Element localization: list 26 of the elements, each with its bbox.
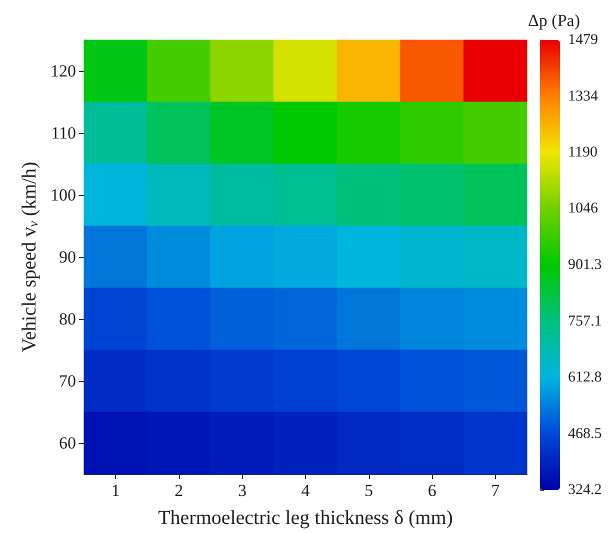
y-tick-label: 90 <box>59 248 76 266</box>
x-tick-label: 4 <box>301 481 310 500</box>
color-bar-label: 324.2 <box>568 482 602 498</box>
x-axis-title: Thermoelectric leg thickness δ (mm) <box>158 507 453 529</box>
y-tick-label: 80 <box>59 310 76 328</box>
x-tick-label: 5 <box>364 481 374 500</box>
x-tick-label: 2 <box>174 481 184 500</box>
y-tick-label: 70 <box>59 372 76 390</box>
color-bar-label: 1190 <box>568 144 598 161</box>
x-tick-label: 3 <box>238 481 246 500</box>
color-bar-label: 901.3 <box>568 257 602 274</box>
color-bar-title: Δp (Pa) <box>528 11 580 30</box>
color-bar-label: 468.5 <box>568 426 602 442</box>
x-tick-label: 6 <box>428 481 436 500</box>
color-bar-label: 612.8 <box>568 370 602 386</box>
color-bar-label: 1479 <box>568 32 598 48</box>
y-tick-label: 100 <box>50 186 76 204</box>
color-bar-label: 1046 <box>568 200 598 217</box>
x-tick-label: 7 <box>491 481 500 500</box>
y-axis-title: Vehicle speed vv (km/h) <box>18 162 41 352</box>
y-tick-label: 110 <box>51 124 76 142</box>
color-bar-label: 757.1 <box>568 313 602 330</box>
y-tick-label: 60 <box>59 434 76 452</box>
y-tick-label: 120 <box>50 62 76 80</box>
color-bar-label: 1334 <box>568 88 598 105</box>
x-tick-label: 1 <box>111 481 120 500</box>
